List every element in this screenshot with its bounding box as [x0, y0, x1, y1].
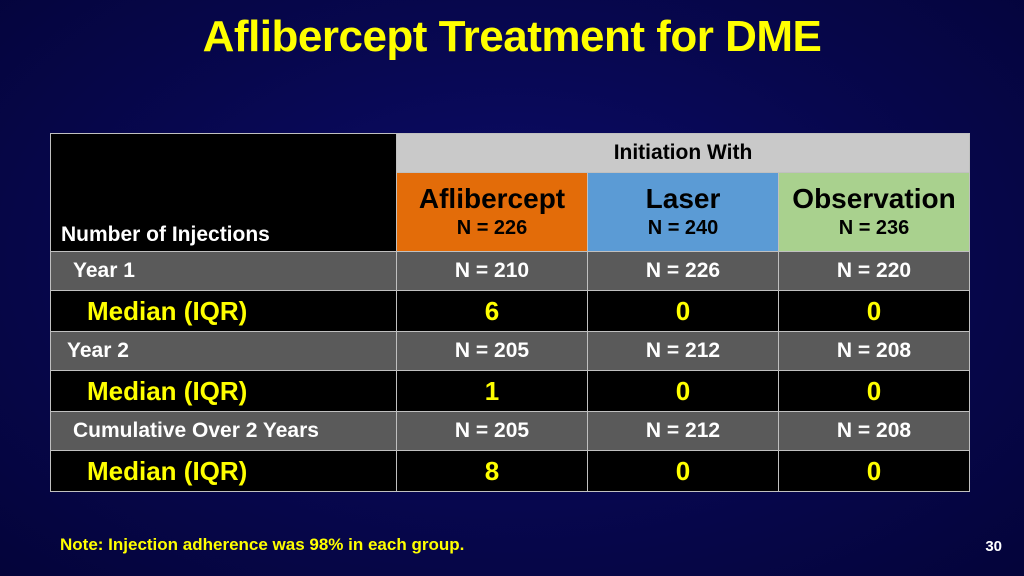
table-cell: N = 212: [587, 411, 779, 451]
table-row: Cumulative Over 2 Years N = 205 N = 212 …: [50, 411, 970, 451]
row-label: Cumulative Over 2 Years: [50, 411, 397, 451]
table-cell: N = 208: [778, 331, 970, 371]
arm-name: Laser: [645, 183, 721, 214]
corner-label: Number of Injections: [50, 133, 397, 252]
arm-n: N = 226: [456, 217, 528, 239]
arm-header-aflibercept: Aflibercept N = 226: [396, 172, 588, 252]
table-cell: 0: [587, 370, 779, 412]
row-label: Median (IQR): [50, 450, 397, 492]
table-cell: 0: [587, 290, 779, 332]
table-cell: 0: [587, 450, 779, 492]
injections-table: Number of Injections Initiation With Afl…: [50, 133, 970, 492]
table-cell: N = 212: [587, 331, 779, 371]
table-cell: N = 205: [396, 411, 588, 451]
table-cell: N = 205: [396, 331, 588, 371]
slide-title: Aflibercept Treatment for DME: [202, 12, 822, 61]
table-row: Median (IQR) 1 0 0: [50, 370, 970, 412]
table-cell: 8: [396, 450, 588, 492]
arm-n: N = 236: [838, 217, 910, 239]
table-cell: N = 208: [778, 411, 970, 451]
arm-n: N = 240: [647, 217, 719, 239]
table-cell: N = 210: [396, 251, 588, 291]
arm-name: Aflibercept: [418, 183, 566, 214]
row-label: Year 1: [50, 251, 397, 291]
row-label: Median (IQR): [50, 370, 397, 412]
arm-header-laser: Laser N = 240: [587, 172, 779, 252]
group-header: Initiation With: [396, 133, 970, 173]
table-cell: 1: [396, 370, 588, 412]
row-label: Median (IQR): [50, 290, 397, 332]
table-cell: N = 220: [778, 251, 970, 291]
table-cell: 0: [778, 290, 970, 332]
table-row: Year 2 N = 205 N = 212 N = 208: [50, 331, 970, 371]
table-cell: 0: [778, 370, 970, 412]
arm-name: Observation: [792, 183, 956, 214]
table-row: Median (IQR) 6 0 0: [50, 290, 970, 332]
table-row: Year 1 N = 210 N = 226 N = 220: [50, 251, 970, 291]
table-row: Median (IQR) 8 0 0: [50, 450, 970, 492]
row-label: Year 2: [50, 331, 397, 371]
table-cell: 6: [396, 290, 588, 332]
arm-header-observation: Observation N = 236: [778, 172, 970, 252]
footnote: Note: Injection adherence was 98% in eac…: [60, 535, 465, 554]
table-cell: 0: [778, 450, 970, 492]
slide-number: 30: [985, 538, 1002, 555]
table-cell: N = 226: [587, 251, 779, 291]
